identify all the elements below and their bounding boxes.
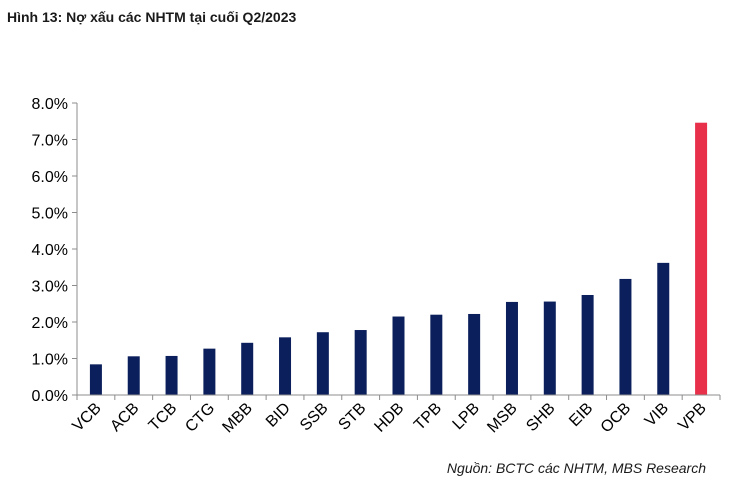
y-tick-label: 5.0% [32, 206, 68, 223]
x-tick-label: OCB [598, 400, 635, 437]
x-tick-label: EIB [566, 400, 596, 430]
y-tick-label: 7.0% [32, 133, 68, 150]
x-tick-label: MBB [219, 400, 256, 437]
bar-vcb [89, 364, 102, 395]
bar-tpb [430, 314, 443, 395]
x-tick-label: SHB [523, 400, 558, 435]
x-tick-label: TPB [411, 400, 445, 434]
bar-hdb [392, 316, 405, 395]
bar-shb [543, 301, 556, 395]
source-note: Nguồn: BCTC các NHTM, MBS Research [446, 460, 706, 476]
bar-ocb [619, 278, 632, 395]
x-tick-label: MSB [484, 400, 521, 437]
bar-mbb [241, 342, 254, 395]
y-axis-ticks: 0.0% 1.0% 2.0% 3.0% 4.0% 5.0% 6.0% 7.0% 8.0% [32, 96, 77, 405]
bar-stb [354, 330, 367, 395]
bar-vpb [695, 122, 708, 396]
x-tick-label: SSB [297, 400, 332, 435]
bar-eib [581, 294, 594, 395]
bar-ssb [316, 332, 329, 395]
y-tick-label: 0.0% [32, 388, 68, 405]
x-tick-label: STB [335, 400, 369, 434]
x-tick-label: BID [263, 400, 294, 431]
bar-msb [505, 301, 518, 395]
x-tick-label: ACB [107, 400, 142, 435]
bar-lpb [468, 313, 481, 395]
x-tick-label: VIB [642, 400, 672, 430]
y-tick-label: 4.0% [32, 242, 68, 259]
x-tick-label: VCB [69, 400, 104, 435]
y-tick-label: 1.0% [32, 352, 68, 369]
bar-bid [279, 337, 292, 395]
bar-acb [127, 356, 140, 395]
x-tick-label: LPB [450, 400, 483, 433]
x-tick-label: CTG [182, 400, 218, 436]
y-tick-label: 8.0% [32, 96, 68, 113]
chart-title: Hình 13: Nợ xấu các NHTM tại cuối Q2/202… [7, 9, 297, 25]
bars [89, 122, 708, 396]
x-axis-ticks: VCB ACB TCB CTG MBB BID SSB STB HDB TPB LPB MSB SHB E… [69, 395, 721, 437]
y-tick-label: 6.0% [32, 169, 68, 186]
x-tick-label: TCB [146, 400, 181, 435]
y-tick-label: 3.0% [32, 279, 68, 296]
x-tick-label: HDB [371, 400, 407, 436]
bar-vib [657, 262, 670, 395]
x-tick-label: VPB [675, 400, 710, 435]
bar-ctg [203, 348, 216, 395]
bar-tcb [165, 355, 178, 395]
y-tick-label: 2.0% [32, 315, 68, 332]
